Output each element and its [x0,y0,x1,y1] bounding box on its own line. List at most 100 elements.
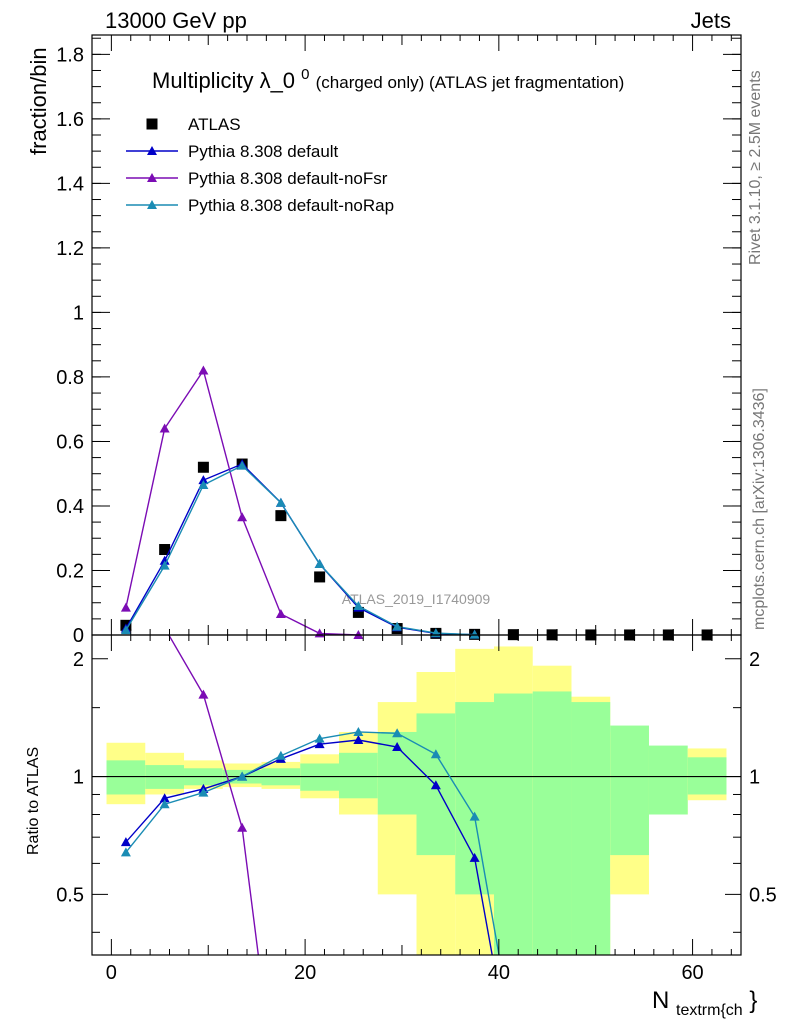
legend-marker-atlas [146,118,158,130]
top-ytick-label: 0 [73,625,84,647]
top-ytick-label: 1.8 [56,44,84,66]
ratio-point-noFsr [237,822,248,832]
series-line-default [125,463,475,636]
xlabel-tail: } [749,987,757,1014]
xtick-label: 60 [681,962,703,984]
legend-label: ATLAS [188,115,241,134]
ratio-band-inner [455,702,494,895]
top-ytick-label: 1.6 [56,109,84,131]
ratio-point-noRap [198,787,209,797]
series-point-noRap [120,625,131,635]
ratio-point-default [159,793,170,803]
series-line-noRap [125,464,475,636]
atlas-point [314,571,326,583]
bottom-ytick-label-right: 1 [749,767,760,789]
ratio-band-inner [106,760,146,795]
series-point-noRap [198,480,209,489]
ratio-point-noFsr [198,689,209,699]
title-suffix: (charged only) (ATLAS jet fragmentation) [316,73,625,92]
top-ytick-label: 0.8 [56,367,84,389]
atlas-point [275,510,287,522]
ratio-point-default [120,837,131,847]
ratio-point-noRap [120,847,131,857]
header-jets-label: Jets [691,8,731,33]
legend-marker-noFsr [147,173,157,182]
ratio-point-default [392,742,403,751]
top-ytick-label: 1 [73,302,84,324]
top-ytick-label: 1.2 [56,238,84,260]
ratio-point-noRap [159,799,170,809]
ratio-point-noRap [392,728,403,738]
ratio-point-default [430,780,441,790]
bottom-ytick-label-right: 2 [749,649,760,671]
header-energy-label: 13000 GeV pp [105,8,247,33]
ratio-point-noRap [275,750,286,760]
bottom-ytick-label: 1 [73,767,84,789]
series-point-noRap [275,497,286,507]
top-ylabel: fraction/bin [26,47,51,155]
legend-label: Pythia 8.308 default-noRap [188,196,394,215]
ratio-point-noRap [430,749,441,759]
legend-label: Pythia 8.308 default-noFsr [188,169,388,188]
top-ytick-label: 1.4 [56,173,84,195]
bottom-ytick-label-right: 0.5 [749,884,777,906]
series-point-noRap [469,629,480,639]
ratio-band-inner [571,702,611,955]
title-sup: 0 [301,66,309,83]
series-point-default [159,555,170,565]
bottom-ylabel: Ratio to ATLAS [25,747,42,855]
xlabel-sub: textrm{ch [676,1002,743,1019]
atlas-point [159,544,171,556]
bottom-ytick-label: 0.5 [56,884,84,906]
ratio-point-noFsr [160,623,170,632]
series-point-noRap [237,460,248,470]
xlabel-main: N [652,987,669,1014]
top-ytick-label: 0.2 [56,560,84,582]
series-point-noFsr [159,423,170,433]
ratio-point-noRap [314,733,325,743]
ratio-series-group [120,594,500,955]
series-point-noRap [159,560,170,570]
series-point-noFsr [237,512,248,522]
bottom-ytick-label: 2 [73,649,84,671]
xtick-label: 20 [294,962,316,984]
series-point-noFsr [275,609,286,619]
plot-frames: 00.20.40.60.811.21.41.61.80 20 40 600.5 0.51… [56,34,777,984]
xtick-label: 40 [488,962,510,984]
mcplots-label: mcplots.cern.ch [arXiv:1306.3436] [751,388,768,630]
analysis-watermark: ATLAS_2019_I1740909 [342,591,491,607]
title-main: Multiplicity λ_0 [152,68,295,93]
ratio-band-inner [648,745,688,815]
legend: ATLAS Pythia 8.308 default Pythia 8.308 de… [126,115,394,215]
top-ytick-label: 0.4 [56,496,84,518]
ratio-band-inner [687,757,727,795]
bottom-frame [91,634,742,956]
legend-marker-default [147,146,157,155]
ratio-point-noRap [237,771,248,781]
series-point-noFsr [198,365,209,375]
legend-marker-noRap [147,200,157,209]
rivet-version-label: Rivet 3.1.10, ≥ 2.5M events [747,70,764,265]
ratio-band-inner [339,752,378,799]
series-point-noFsr [120,602,131,612]
top-title: Multiplicity λ_0 0 (charged only) (ATLAS… [152,59,624,93]
series-point-noRap [392,621,403,631]
atlas-point [352,606,364,618]
ratio-point-noRap [469,811,480,821]
series-point-default [198,475,209,485]
series-line-noFsr [125,368,359,636]
ratio-point-default [469,852,480,862]
xtick-label: 0 [106,962,117,984]
series-point-noRap [353,600,364,610]
ratio-point-noFsr [121,594,131,603]
ratio-band-inner [493,693,533,955]
ratio-point-noRap [353,726,364,736]
atlas-point [197,461,209,473]
ratio-band-inner [532,691,572,955]
series-point-noRap [314,559,325,569]
ratio-bands [92,646,741,955]
ratio-point-default [353,735,364,745]
top-ytick-label: 0.6 [56,431,84,453]
legend-label: Pythia 8.308 default [188,142,339,161]
